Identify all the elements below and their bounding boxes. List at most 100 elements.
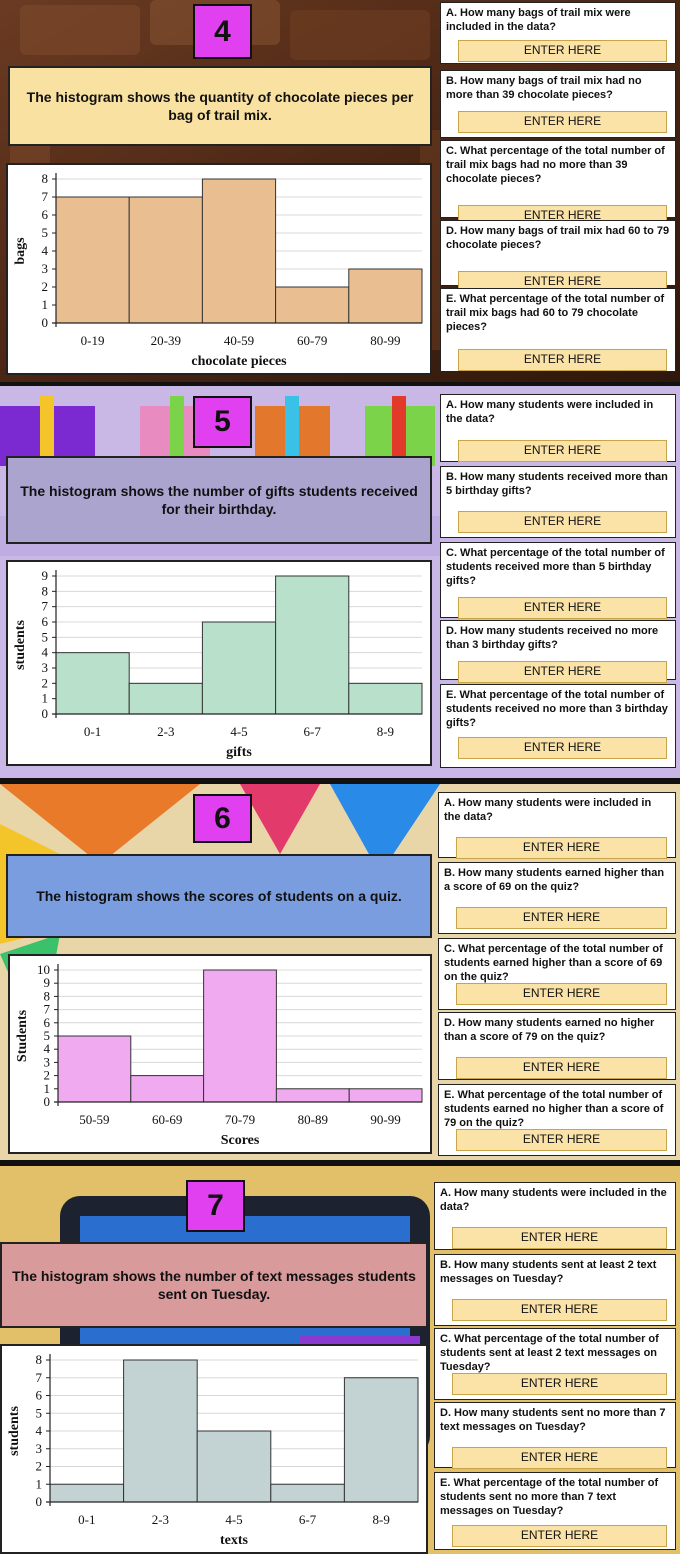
y-tick-label: 3 [44,1054,51,1069]
y-tick-label: 1 [42,691,49,706]
y-tick-label: 6 [44,1015,51,1030]
y-tick-label: 8 [42,171,49,186]
enter-answer-button[interactable]: ENTER HERE [456,1129,667,1151]
y-tick-label: 2 [44,1068,51,1083]
enter-answer-button[interactable]: ENTER HERE [456,983,667,1005]
enter-answer-button[interactable]: ENTER HERE [458,597,667,619]
question-box: D. How many students received no more th… [440,620,676,683]
question-box: A. How many bags of trail mix were inclu… [440,2,676,64]
question-text: C. What percentage of the total number o… [446,547,665,587]
histogram-bar [348,682,423,715]
histogram-svg: 0 1 2 3 4 5 6 7 8 0-19 20-39 40-59 60-79 80-99 chocola… [13,171,423,369]
section-7: 7 The histogram shows the number of text… [0,1166,680,1554]
y-tick-label: 8 [42,583,49,598]
y-tick-label: 6 [42,614,49,629]
problem-number: 4 [193,4,252,59]
enter-answer-button[interactable]: ENTER HERE [458,511,667,533]
question-box: A. How many students were included in th… [438,792,676,859]
histogram-bar [196,1430,272,1503]
y-tick-label: 10 [37,962,50,977]
x-tick-label: 50-59 [79,1112,109,1127]
y-tick-label: 6 [42,207,49,222]
x-axis-label: Scores [221,1133,260,1148]
question-box: B. How many bags of trail mix had no mor… [440,70,676,138]
question-text: C. What percentage of the total number o… [440,1333,659,1373]
histogram-bar [55,196,130,324]
enter-answer-button[interactable]: ENTER HERE [458,40,667,62]
y-tick-label: 2 [42,279,49,294]
y-tick-label: 1 [36,1476,43,1491]
enter-answer-button[interactable]: ENTER HERE [452,1447,667,1469]
x-tick-label: 2-3 [157,724,174,739]
enter-answer-button[interactable]: ENTER HERE [456,907,667,929]
question-text: C. What percentage of the total number o… [446,145,665,185]
question-box: D. How many students earned no higher th… [438,1012,676,1080]
histogram-bar [275,286,350,324]
y-tick-label: 3 [42,660,49,675]
y-axis-label: students [13,620,28,670]
enter-answer-button[interactable]: ENTER HERE [456,1057,667,1079]
y-tick-label: 3 [36,1441,43,1456]
y-tick-label: 5 [36,1405,43,1420]
question-box: B. How many students sent at least 2 tex… [434,1254,676,1326]
enter-answer-button[interactable]: ENTER HERE [458,661,667,683]
question-text: E. What percentage of the total number o… [446,293,665,333]
enter-answer-button[interactable]: ENTER HERE [458,111,667,133]
x-tick-label: 2-3 [152,1512,169,1527]
x-tick-label: 60-69 [152,1112,182,1127]
x-tick-label: 4-5 [230,724,247,739]
x-axis-label: texts [220,1533,249,1548]
histogram-bar [275,575,350,715]
y-tick-label: 0 [44,1094,51,1109]
enter-answer-button[interactable]: ENTER HERE [458,737,667,759]
y-tick-label: 8 [36,1352,43,1367]
histogram-bar [201,621,277,715]
problem-description: The histogram shows the number of text m… [0,1242,428,1328]
enter-answer-button[interactable]: ENTER HERE [452,1525,667,1547]
question-text: B. How many students earned higher than … [444,867,665,893]
question-text: B. How many students received more than … [446,471,668,497]
y-tick-label: 7 [44,1002,51,1017]
question-box: E. What percentage of the total number o… [434,1472,676,1550]
problem-description: The histogram shows the scores of studen… [6,854,432,938]
question-text: A. How many students were included in th… [444,797,652,823]
x-tick-label: 20-39 [151,333,181,348]
histogram-bar [348,268,423,324]
histogram-chart: 0 1 2 3 4 5 6 7 8 0-1 2-3 4-5 6-7 8-9 texts students [0,1344,428,1554]
x-tick-label: 70-79 [225,1112,255,1127]
histogram-bar [270,1483,345,1503]
enter-answer-button[interactable]: ENTER HERE [456,837,667,859]
question-box: E. What percentage of the total number o… [438,1084,676,1156]
section-divider [0,382,680,388]
question-text: D. How many students sent no more than 7… [440,1407,666,1433]
y-tick-label: 6 [36,1388,43,1403]
enter-answer-button[interactable]: ENTER HERE [452,1227,667,1249]
x-tick-label: 8-9 [373,1512,390,1527]
question-box: B. How many students received more than … [440,466,676,538]
x-tick-label: 6-7 [299,1512,317,1527]
problem-description: The histogram shows the number of gifts … [6,456,432,544]
y-tick-label: 4 [36,1423,43,1438]
y-tick-label: 3 [42,261,49,276]
problem-description: The histogram shows the quantity of choc… [8,66,432,146]
question-box: C. What percentage of the total number o… [440,140,676,227]
question-text: D. How many students received no more th… [446,625,659,651]
question-box: E. What percentage of the total number o… [440,288,676,372]
y-tick-label: 8 [44,988,51,1003]
y-tick-label: 4 [44,1041,51,1056]
y-tick-label: 2 [42,675,49,690]
enter-answer-button[interactable]: ENTER HERE [458,349,667,371]
enter-answer-button[interactable]: ENTER HERE [452,1299,667,1321]
y-tick-label: 1 [42,297,49,312]
enter-answer-button[interactable]: ENTER HERE [458,440,667,462]
y-tick-label: 4 [42,243,49,258]
histogram-bar [123,1359,198,1503]
enter-answer-button[interactable]: ENTER HERE [452,1373,667,1395]
x-axis-label: gifts [226,745,252,760]
y-axis-label: students [7,1406,22,1456]
enter-answer-button[interactable]: ENTER HERE [458,271,667,293]
question-text: D. How many bags of trail mix had 60 to … [446,225,670,251]
section-divider [0,1160,680,1166]
y-axis-label: Students [15,1009,30,1062]
